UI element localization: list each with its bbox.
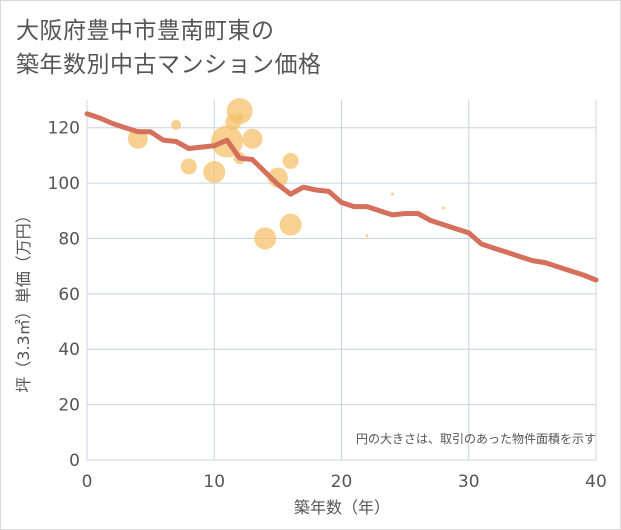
x-tick-label: 10	[203, 472, 225, 492]
bubble-layer	[127, 98, 445, 250]
x-tick-label: 30	[458, 472, 480, 492]
bubble	[441, 206, 445, 210]
y-tick-label: 0	[69, 451, 80, 471]
grid	[86, 100, 597, 461]
y-tick-label: 40	[58, 340, 80, 360]
bubble	[365, 234, 369, 238]
bubble	[235, 112, 244, 121]
y-tick-label: 120	[48, 119, 80, 139]
y-tick-label: 100	[48, 174, 80, 194]
tick-labels: 0 10 20 30 40 0 20 40 60 80 100 120	[48, 119, 607, 492]
bubble	[242, 128, 263, 149]
bubble	[279, 213, 302, 236]
x-tick-label: 0	[82, 472, 93, 492]
bubble-size-note: 円の大きさは、取引のあった物件面積を示す	[356, 431, 596, 446]
bubble	[180, 158, 197, 175]
y-tick-label: 60	[58, 285, 80, 305]
y-tick-label: 20	[58, 396, 80, 416]
average-price-line	[84, 111, 599, 283]
bubble	[203, 161, 226, 183]
y-tick-label: 80	[58, 229, 80, 249]
chart-title-line1: 大阪府豊中市豊南町東の	[16, 18, 275, 44]
bubble	[282, 152, 299, 169]
x-tick-label: 20	[331, 472, 353, 492]
x-axis-label: 築年数（年）	[294, 498, 390, 517]
trend-line-layer	[84, 111, 599, 283]
y-axis-label: 坪（3.3㎡）単価（万円）	[14, 207, 33, 392]
chart-title-line2: 築年数別中古マンション価格	[16, 52, 322, 78]
bubble	[171, 119, 182, 130]
x-tick-label: 40	[585, 472, 607, 492]
bubble	[254, 227, 277, 250]
chart-title: 大阪府豊中市豊南町東の築年数別中古マンション価格	[16, 14, 322, 82]
bubble	[226, 98, 253, 125]
bubble	[390, 192, 394, 196]
